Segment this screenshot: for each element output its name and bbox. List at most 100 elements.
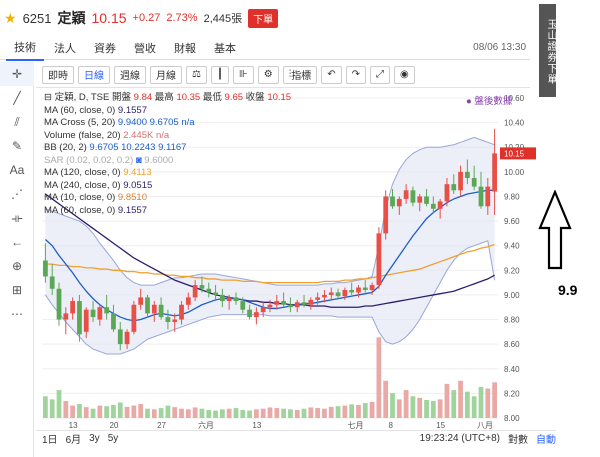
candle-body <box>165 317 171 322</box>
volume-bar <box>247 410 252 418</box>
zoom-icon[interactable]: ⊕ <box>11 259 23 273</box>
order-button[interactable]: 下單 <box>248 8 279 28</box>
candle-body <box>471 178 477 187</box>
range-6m[interactable]: 6月 <box>65 435 82 446</box>
volume-bar <box>349 404 355 418</box>
ohlc-high-label: 最高 <box>154 92 174 103</box>
ohlc-close-label: 收盤 <box>245 92 265 103</box>
candle-body <box>451 184 457 191</box>
legend-label: MA Cross (5, 20) <box>44 117 116 128</box>
candle-body <box>185 297 191 305</box>
ohlc-low-value: 9.65 <box>224 92 244 103</box>
candle-body <box>145 297 150 314</box>
log-scale-toggle[interactable]: 對數 <box>508 435 528 446</box>
clock: 19:23:24 (UTC+8) <box>419 433 500 444</box>
ohlc-open-value: 9.84 <box>133 92 153 103</box>
ruler-icon[interactable]: ⊞ <box>11 283 23 297</box>
arrow-left-icon[interactable]: ← <box>11 235 23 249</box>
favorite-star-icon[interactable]: ★ <box>4 9 17 26</box>
legend-symbol: 定穎, D, TSE <box>54 92 110 103</box>
volume-bar <box>369 401 375 418</box>
interval-weekly-button[interactable]: 週線 <box>114 65 146 84</box>
brush-icon[interactable]: ✎ <box>11 139 23 153</box>
volume-bar <box>179 408 184 418</box>
settings-gear-icon[interactable]: ⚙ <box>257 65 279 84</box>
volume-bar <box>43 396 48 418</box>
range-5y[interactable]: 5y <box>107 433 119 444</box>
interval-intraday-button[interactable]: 即時 <box>42 65 74 84</box>
volume-bar <box>192 407 198 418</box>
trade-volume: 2,445張 <box>203 13 243 25</box>
indicators-button[interactable]: ⫶ 指標 <box>282 65 318 84</box>
legend-label: BB (20, 2) <box>44 142 87 153</box>
range-1d[interactable]: 1日 <box>42 435 58 446</box>
tab-revenue[interactable]: 營收 <box>134 42 156 55</box>
tab-basic[interactable]: 基本 <box>214 42 236 55</box>
volume-bar <box>356 404 361 418</box>
redo-icon[interactable]: ↷ <box>345 65 366 84</box>
crosshair-icon[interactable]: ✛ <box>0 62 34 86</box>
legend-label: MA (60, close, 0) <box>44 104 116 116</box>
range-3y[interactable]: 3y <box>89 433 100 444</box>
auto-scale-toggle[interactable]: 自動 <box>536 435 556 446</box>
interval-monthly-button[interactable]: 月線 <box>150 65 182 84</box>
legend-row-ma10: MA (10, close, 0) 9.8510 <box>44 192 464 205</box>
pattern-icon[interactable]: ⋰ <box>11 187 23 201</box>
undo-icon[interactable]: ↶ <box>321 65 342 84</box>
volume-bar <box>97 405 103 418</box>
y-tick-label: 9.60 <box>504 217 520 226</box>
stock-code: 6251 <box>22 10 52 26</box>
candle-body <box>424 196 429 204</box>
candle-body <box>301 302 307 305</box>
after-hours-dot-icon: ● <box>466 96 472 107</box>
candle-body <box>158 304 164 318</box>
compare-icon[interactable]: ⚖ <box>186 65 207 84</box>
candle-body <box>247 309 252 318</box>
y-tick-label: 9.00 <box>504 291 520 300</box>
candle-body <box>199 285 205 289</box>
candle-style-icon[interactable]: ┃ <box>210 65 229 84</box>
candle-body <box>226 297 232 302</box>
trend-line-icon[interactable]: ╱ <box>13 91 21 105</box>
candle-body <box>356 287 361 293</box>
legend-values: 9.6705 10.2243 9.1167 <box>89 142 187 153</box>
ohlc-close-value: 10.15 <box>267 92 292 103</box>
more-icon[interactable]: ⋯ <box>11 307 23 321</box>
candle-body <box>437 201 443 209</box>
candle-body <box>288 304 293 308</box>
tab-financials[interactable]: 財報 <box>174 42 196 55</box>
y-tick-label: 9.40 <box>504 242 520 251</box>
x-tick-label: 13 <box>69 421 78 430</box>
legend-checkbox-icon[interactable]: ◙ <box>135 154 142 166</box>
tab-institutional[interactable]: 法人 <box>54 42 76 55</box>
tab-margin[interactable]: 資券 <box>94 42 116 55</box>
candle-body <box>63 313 69 320</box>
volume-bar <box>430 400 436 418</box>
fullscreen-icon[interactable]: ⤢ <box>369 65 390 84</box>
tab-bar: 技術 法人 資券 營收 財報 基本 08/06 13:30 <box>0 35 530 61</box>
camera-icon[interactable]: ◉ <box>393 65 415 84</box>
tab-technical[interactable]: 技術 <box>6 35 44 61</box>
ma120-line <box>45 243 495 284</box>
legend-row-ma60: MA (60, close, 0) 9.1557 <box>44 105 464 118</box>
bar-style-icon[interactable]: ⊪ <box>233 65 254 84</box>
text-tool-icon[interactable]: Aa <box>9 163 25 177</box>
indicators-icon: ⫶ <box>288 69 292 80</box>
volume-bar <box>322 408 327 418</box>
after-hours-data-link[interactable]: ● 盤後數據 <box>466 93 512 107</box>
candle-body <box>294 302 300 308</box>
legend-row-ma-cross: MA Cross (5, 20) 9.9400 9.6705 n/a <box>44 117 464 130</box>
price-chart[interactable]: 10.6010.4010.2010.009.809.609.409.209.00… <box>36 88 556 448</box>
candle-body <box>403 190 409 199</box>
volume-bar <box>138 404 144 418</box>
price-tag-label: 10.15 <box>504 149 525 158</box>
legend-values: 2.445K n/a <box>123 129 170 141</box>
volume-bar <box>226 408 232 418</box>
fib-icon[interactable]: ⫽ <box>14 114 20 129</box>
drawing-toolbar: ✛ ╱ ⫽ ✎ Aa ⋰ ⟛ ← ⊕ ⊞ ⋯ <box>0 62 34 457</box>
candle-body <box>478 186 484 207</box>
esun-order-tab[interactable]: 玉山證券下單 <box>539 4 556 97</box>
volume-bar <box>458 380 463 418</box>
interval-daily-button[interactable]: 日線 <box>78 65 110 84</box>
measure-icon[interactable]: ⟛ <box>11 210 23 225</box>
